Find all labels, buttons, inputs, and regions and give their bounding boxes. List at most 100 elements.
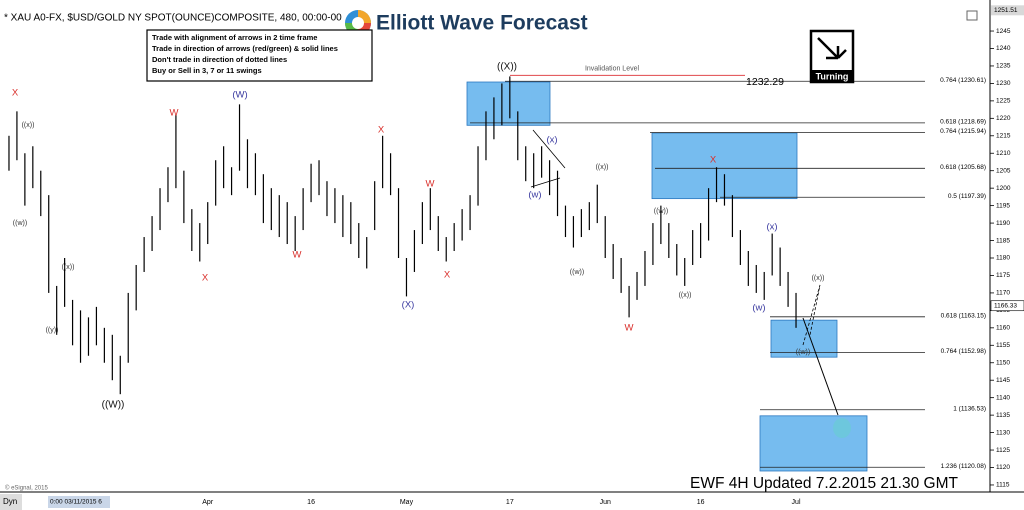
wave-label: X [12,88,19,99]
y-top-label: 1251.51 [994,7,1018,14]
projection-line [802,317,839,416]
wave-label: X [444,270,451,281]
wave-label: (x) [546,135,557,146]
x-tick-label: 16 [697,499,705,506]
copyright: © eSignal, 2015 [5,485,48,492]
wave-label: ((w)) [796,349,810,356]
turning-label: Turning [816,71,849,81]
fib-level-label: 0.618 (1205.68) [940,164,986,171]
chart-title: * XAU A0-FX, $USD/GOLD NY SPOT(OUNCE)COM… [4,13,342,24]
wave-label: ((x)) [62,264,75,271]
x-tick-label: Jul [792,499,801,506]
y-tick-label: 1210 [996,150,1011,157]
wave-label: ((x)) [679,292,692,299]
wave-label: W [426,179,435,190]
wave-label: X [710,155,717,166]
y-tick-label: 1150 [996,359,1010,366]
wave-label: ((w)) [654,208,668,215]
wave-label: W [625,323,634,334]
y-tick-label: 1175 [996,272,1010,279]
cursor-box [48,496,110,508]
turning-bar [811,70,853,82]
wave-label: ((x)) [812,275,825,282]
ylim-box [991,5,1024,16]
y-tick-label: 1240 [996,45,1011,52]
wave-label: W [293,250,302,261]
y-tick-label: 1155 [996,342,1010,349]
cursor-label: 0:00 03/11/2015 6 [50,499,102,506]
update-note: EWF 4H Updated 7.2.2015 21.30 GMT [690,475,958,492]
corner-box [0,494,22,510]
last-price-label: 1166.33 [994,302,1017,309]
invalidation-label: Invalidation Level [585,65,640,72]
wave-label: (w) [752,303,765,314]
rule: Don't trade in direction of dotted lines [152,55,287,64]
wave-label: (W) [232,90,247,101]
corner-label: Dyn [3,497,17,506]
projection-dotted [802,284,821,346]
x-tick-label: May [400,499,414,506]
wave-label: X [378,125,385,136]
fib-level-label: 0.5 (1197.39) [948,193,986,200]
y-tick-label: 1125 [996,447,1010,454]
x-tick-label: Apr [202,499,214,506]
y-tick-label: 1245 [996,28,1011,35]
y-tick-label: 1135 [996,412,1010,419]
wave-label: ((X)) [497,62,517,73]
fib-level-label: 0.618 (1163.15) [941,313,986,320]
turning-arrow [817,37,847,60]
wave-label: ((W)) [102,400,125,411]
rule: Buy or Sell in 3, 7 or 11 swings [152,66,262,75]
invalidation-value: 1232.29 [746,76,784,88]
rule: Trade in direction of arrows (red/green)… [152,44,338,53]
y-tick-label: 1180 [996,255,1010,262]
x-tick-label: 17 [506,499,514,506]
y-tick-label: 1115 [996,482,1010,489]
logo-text: Elliott Wave Forecast [376,12,588,35]
wave-label: W [170,108,179,119]
x-tick-label: 16 [307,499,315,506]
fib-level-label: 0.764 (1152.98) [941,348,986,355]
target-zone [770,319,838,358]
y-tick-label: 1235 [996,63,1011,70]
plot-layer: 0.764 (1230.61) 0.618 (1218.69) 0.764 (121… [8,5,1024,506]
rules-box [146,29,373,82]
y-tick-label: 1225 [996,98,1011,105]
y-tick-label: 1145 [996,377,1010,384]
wave-label: ((y)) [46,327,59,334]
y-tick-label: 1200 [996,185,1011,192]
wave-label: ((w)) [13,220,27,227]
last-price-box [990,300,1024,312]
target-blob [833,418,851,438]
y-tick-label: 1140 [996,394,1010,401]
target-zone [466,81,551,126]
wave-label: (X) [402,300,415,311]
fib-level-label: 1.236 (1120.08) [941,463,986,470]
y-tick-label: 1215 [996,133,1011,140]
y-tick-label: 1195 [996,202,1010,209]
y-tick-label: 1170 [996,290,1010,297]
wave-label: ((w)) [570,269,584,276]
wedge-lines [530,129,566,188]
y-tick-label: 1205 [996,167,1011,174]
y-tick-label: 1190 [996,220,1010,227]
y-tick-label: 1220 [996,115,1011,122]
y-tick-label: 1120 [996,464,1010,471]
wave-label: X [202,273,209,284]
fib-level-label: 0.764 (1230.61) [940,77,986,84]
window-icon[interactable] [966,10,978,21]
wave-label: (w) [528,190,541,201]
wave-label: ((x)) [22,122,35,129]
y-tick-label: 1185 [996,237,1010,244]
fib-level-label: 0.764 (1215.94) [940,128,986,135]
target-zone [759,415,868,472]
rule: Trade with alignment of arrows in 2 time… [152,33,317,42]
y-tick-label: 1130 [996,429,1010,436]
x-tick-label: Jun [600,499,611,506]
wave-label: (x) [766,222,777,233]
fib-level-label: 1 (1136.53) [953,406,986,413]
fib-level-label: 0.618 (1218.69) [940,119,986,126]
y-tick-label: 1160 [996,325,1010,332]
y-tick-label: 1230 [996,80,1011,87]
